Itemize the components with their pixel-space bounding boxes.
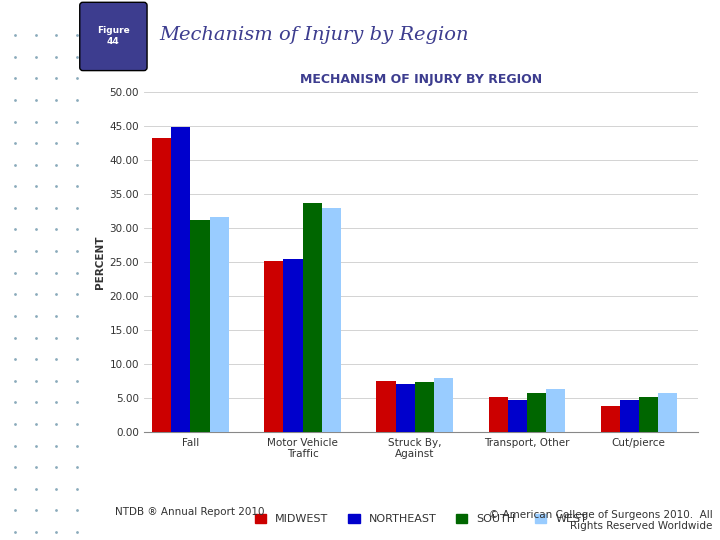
Bar bbox=[433, 377, 453, 432]
Bar bbox=[191, 220, 210, 432]
Bar bbox=[284, 259, 302, 432]
Bar bbox=[508, 400, 527, 432]
Bar bbox=[395, 384, 415, 432]
Bar bbox=[527, 393, 546, 432]
Bar bbox=[210, 217, 229, 432]
Bar bbox=[658, 393, 677, 432]
Y-axis label: PERCENT: PERCENT bbox=[95, 235, 105, 289]
Bar bbox=[302, 204, 322, 432]
Text: © American College of Surgeons 2010.  All
Rights Reserved Worldwide: © American College of Surgeons 2010. All… bbox=[489, 510, 713, 531]
Bar bbox=[171, 126, 191, 432]
Bar bbox=[415, 382, 433, 432]
Text: Mechanism of Injury by Region: Mechanism of Injury by Region bbox=[159, 26, 469, 44]
Bar bbox=[546, 389, 565, 432]
Bar bbox=[620, 400, 639, 432]
Text: NTDB ® Annual Report 2010: NTDB ® Annual Report 2010 bbox=[115, 507, 265, 517]
Bar bbox=[264, 261, 284, 432]
Text: Figure
44: Figure 44 bbox=[97, 26, 130, 46]
Bar bbox=[639, 397, 658, 432]
Bar bbox=[377, 381, 395, 432]
Bar bbox=[489, 397, 508, 432]
FancyBboxPatch shape bbox=[80, 2, 147, 71]
Bar bbox=[322, 208, 341, 432]
Title: MECHANISM OF INJURY BY REGION: MECHANISM OF INJURY BY REGION bbox=[300, 73, 542, 86]
Bar bbox=[153, 138, 171, 432]
Bar bbox=[600, 406, 620, 432]
Legend: MIDWEST, NORTHEAST, SOUTH, WEST: MIDWEST, NORTHEAST, SOUTH, WEST bbox=[251, 509, 592, 529]
